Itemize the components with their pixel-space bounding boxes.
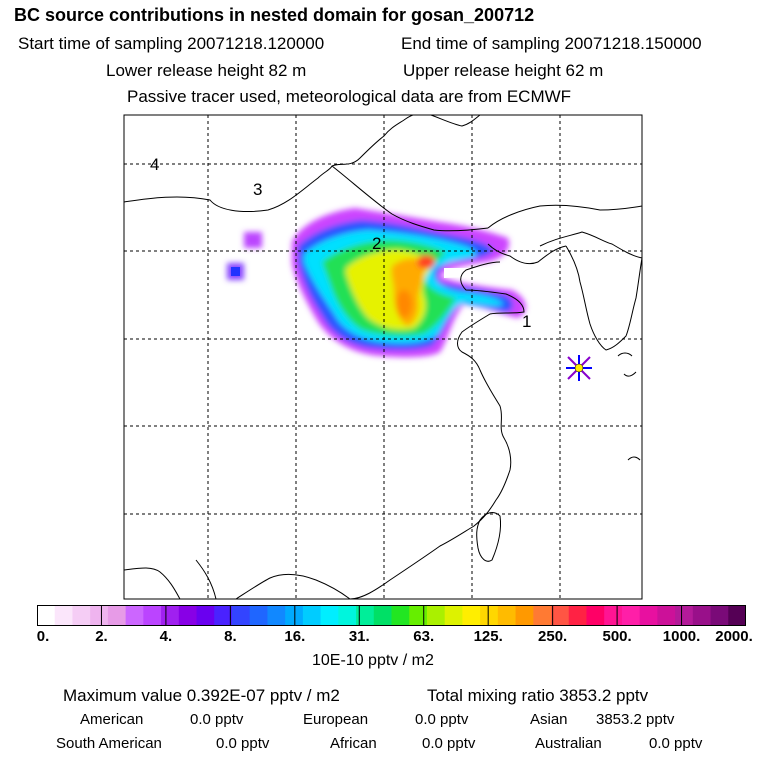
colorbar-cell — [161, 605, 180, 626]
colorbar-tick-label: 2. — [95, 628, 108, 645]
colorbar-cell — [249, 605, 268, 626]
colorbar-cell — [568, 605, 587, 626]
colorbar-cell — [178, 605, 198, 626]
colorbar-tick-label: 2000. — [715, 628, 753, 645]
grid — [124, 115, 642, 599]
start-time-label: Start time of sampling 20071218.120000 — [18, 34, 325, 53]
colorbar-cell — [125, 605, 144, 626]
plume-hotspot — [417, 255, 435, 269]
region-value-australian: 0.0 pptv — [649, 735, 703, 752]
inland-border-west — [124, 559, 217, 599]
colorbar-cell — [639, 605, 658, 626]
receptor-marker — [566, 355, 592, 381]
inland-border-south — [235, 573, 351, 599]
region-value-south-american: 0.0 pptv — [216, 735, 270, 752]
inner-mongolia-border — [331, 165, 489, 232]
colorbar-cell — [586, 605, 605, 626]
colorbar-cell — [285, 605, 304, 626]
bohai-gap — [444, 268, 492, 278]
colorbar-cell — [710, 605, 729, 626]
colorbar-cell — [497, 605, 517, 626]
region-name-asian: Asian — [530, 711, 568, 728]
colorbar-cell — [480, 605, 499, 626]
colorbar-cell — [338, 605, 357, 626]
map-label-1: 1 — [522, 312, 531, 331]
tracer-note: Passive tracer used, meteorological data… — [127, 87, 572, 106]
map-label-3: 3 — [253, 180, 262, 199]
colorbar-tick-label: 0. — [36, 628, 50, 645]
colorbar-tick-label: 8. — [224, 628, 237, 645]
korea-border — [539, 231, 642, 259]
map-label-4: 4 — [150, 155, 159, 174]
region-name-european: European — [303, 711, 369, 728]
plume-spot-b-core — [231, 267, 240, 276]
colorbar-cell — [409, 605, 428, 626]
total-mixing-ratio: Total mixing ratio 3853.2 pptv — [427, 686, 649, 705]
colorbar-cell — [356, 605, 375, 626]
north-border — [429, 115, 481, 127]
end-time-label: End time of sampling 20071218.150000 — [401, 34, 702, 53]
colorbar-cell — [267, 605, 286, 626]
region-name-australian: Australian — [535, 735, 602, 752]
colorbar-tick-label: 125. — [473, 628, 503, 645]
colorbar-cell — [302, 605, 322, 626]
region-value-european: 0.0 pptv — [415, 711, 469, 728]
colorbar-cell — [533, 605, 552, 626]
plume-spot-a — [244, 232, 262, 248]
colorbar-cell — [54, 605, 73, 626]
colorbar-cell — [231, 605, 251, 626]
region-name-african: African — [330, 735, 377, 752]
max-value: Maximum value 0.392E-07 pptv / m2 — [63, 686, 340, 705]
colorbar-tick-label: 250. — [538, 628, 568, 645]
colorbar-cell — [657, 605, 676, 626]
colorbar-cell — [72, 605, 91, 626]
colorbar-cell — [515, 605, 534, 626]
colorbar-cell — [728, 605, 746, 626]
colorbar-cell — [373, 605, 393, 626]
colorbar-unit: 10E-10 pptv / m2 — [312, 652, 434, 669]
colorbar — [37, 605, 746, 626]
region-value-american: 0.0 pptv — [190, 711, 244, 728]
colorbar-cell — [143, 605, 162, 626]
region-name-south-american: South American — [56, 735, 162, 752]
colorbar-cell — [444, 605, 463, 626]
colorbar-cell — [551, 605, 570, 626]
map-frame — [123, 114, 643, 600]
colorbar-cell — [426, 605, 446, 626]
plume-orange-spot — [396, 290, 412, 318]
colorbar-tick-label: 4. — [159, 628, 173, 645]
korea-coast — [565, 245, 642, 351]
colorbar-tick-label: 16. — [284, 628, 306, 645]
colorbar-tick-label: 500. — [602, 628, 632, 645]
colorbar-tick-label: 63. — [413, 628, 435, 645]
plume — [227, 208, 526, 358]
colorbar-cell — [391, 605, 410, 626]
colorbar-cell — [214, 605, 233, 626]
colorbar-cell — [320, 605, 339, 626]
colorbar-tick-label: 1000. — [662, 628, 701, 645]
region-value-asian: 3853.2 pptv — [596, 711, 675, 728]
colorbar-cell — [90, 605, 109, 626]
colorbar-cell — [107, 605, 127, 626]
colorbar-cell — [675, 605, 694, 626]
colorbar-cell — [462, 605, 481, 626]
region-name-american: American — [80, 711, 144, 728]
taiwan-coast — [476, 512, 501, 562]
colorbar-tick-label: 31. — [348, 628, 370, 645]
colorbar-cell — [37, 605, 56, 626]
lower-release-label: Lower release height 82 m — [106, 61, 307, 80]
colorbar-cell — [621, 605, 641, 626]
region-value-african: 0.0 pptv — [422, 735, 476, 752]
manchuria-border — [487, 204, 642, 229]
map-label-2: 2 — [372, 234, 381, 253]
colorbar-cell — [604, 605, 623, 626]
colorbar-cell — [196, 605, 215, 626]
japan-coast — [617, 352, 641, 461]
colorbar-cell — [692, 605, 712, 626]
upper-release-label: Upper release height 62 m — [403, 61, 604, 80]
chart-title: BC source contributions in nested domain… — [14, 5, 535, 25]
